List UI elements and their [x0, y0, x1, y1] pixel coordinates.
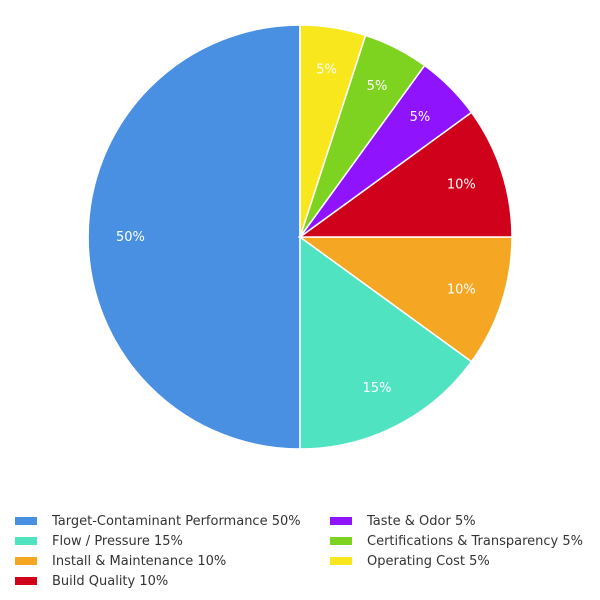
legend-swatch [330, 557, 352, 565]
legend-item: Target-Contaminant Performance 50% [15, 512, 301, 530]
pie-slice [297, 236, 513, 363]
legend-label: Taste & Odor 5% [367, 513, 476, 529]
legend-swatch [15, 557, 37, 565]
pie-slice [297, 111, 513, 238]
legend-swatch [330, 517, 352, 525]
pie-slice [87, 24, 301, 450]
legend-swatch [15, 517, 37, 525]
legend-swatch [15, 577, 37, 585]
legend-label: Flow / Pressure 15% [52, 533, 183, 549]
legend-label: Target-Contaminant Performance 50% [52, 513, 301, 529]
slice-data-label: 15% [363, 381, 392, 396]
legend-label: Certifications & Transparency 5% [367, 533, 583, 549]
slice-data-label: 5% [367, 79, 388, 94]
legend-item: Certifications & Transparency 5% [330, 532, 583, 550]
slice-data-label: 10% [447, 178, 476, 193]
pie-slice [299, 235, 473, 450]
legend-item: Flow / Pressure 15% [15, 532, 183, 550]
legend-item: Build Quality 10% [15, 572, 168, 590]
legend-label: Operating Cost 5% [367, 553, 490, 569]
legend-item: Install & Maintenance 10% [15, 552, 226, 570]
legend-label: Install & Maintenance 10% [52, 553, 227, 569]
legend-swatch [330, 537, 352, 545]
legend-item: Taste & Odor 5% [330, 512, 476, 530]
slice-data-label: 10% [447, 282, 476, 297]
legend-item: Operating Cost 5% [330, 552, 490, 570]
slice-data-label: 5% [316, 62, 337, 77]
legend-swatch [15, 537, 37, 545]
legend-label: Build Quality 10% [52, 573, 169, 589]
legend: Target-Contaminant Performance 50% Flow /… [0, 512, 600, 592]
pie-chart: 50% 15% 10% 10% 5% 5% 5% [87, 24, 513, 450]
pie-slice [299, 24, 367, 238]
slice-data-label: 5% [410, 110, 431, 125]
slice-data-label: 50% [116, 230, 145, 245]
